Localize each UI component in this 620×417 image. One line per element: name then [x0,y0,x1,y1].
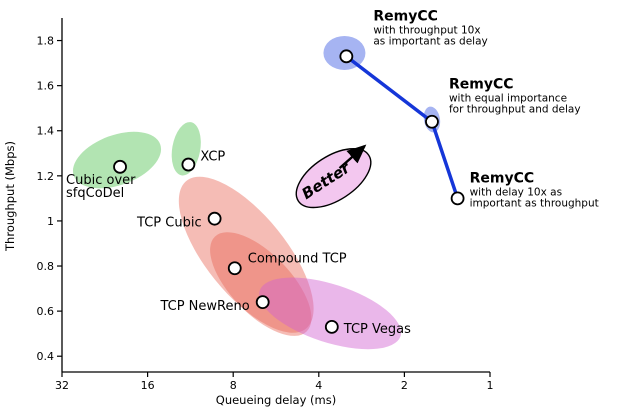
x-tick-label: 2 [401,379,408,392]
y-tick-label: 0.8 [37,260,55,273]
tcp-cubic-point [207,211,222,226]
compound-tcp-point [227,261,242,276]
y-tick-label: 0.4 [37,350,55,363]
x-tick-label: 8 [230,379,237,392]
tcp-vegas-label: TCP Vegas [343,322,411,337]
tcp-newreno-point [255,295,270,310]
cubic-over-sfqcodel-point [113,159,127,174]
y-tick-label: 0.6 [37,305,55,318]
xcp-point [181,157,196,172]
remycc-throughput-10x-point [339,49,354,64]
y-tick-label: 1.6 [37,80,55,93]
remycc-throughput-10x-label-line: as important as delay [373,35,487,47]
x-tick-label: 32 [55,379,69,392]
remycc-delay-10x-point [450,191,465,206]
data-points [113,49,465,334]
remycc-equal-point [425,114,439,129]
better-arrow [338,144,367,169]
remycc-delay-10x-label-line: important as throughput [470,197,599,209]
x-axis-label: Queueing delay (ms) [216,393,336,407]
xcp-label: XCP [200,150,225,165]
y-axis-label: Throughput (Mbps) [3,141,17,252]
y-tick-label: 1.8 [37,35,55,48]
y-tick-label: 1.4 [37,125,55,138]
remycc-delay-10x-label-line: with delay 10x as [470,186,562,198]
tcp-vegas-point [324,320,339,334]
y-tick-label: 1 [47,215,54,228]
remycc-throughput-10x-label-line: with throughput 10x [373,24,480,36]
remycc-delay-10x-title: RemyCC [470,170,535,186]
tcp-newreno-label: TCP NewReno [159,299,249,314]
remycc-equal-title: RemyCC [449,77,514,93]
axes: 32 16 8 4 2 1 0.4 0.6 0.8 1 1.2 1.4 1.6 1.8 [37,18,494,392]
y-tick-label: 1.2 [37,170,55,183]
tcp-newreno-region-ellipse [210,232,312,336]
cubic-over-sfqcodel-label: Cubic over [66,173,136,188]
cubic-sfqcodel-region-ellipse [72,131,162,189]
tcp-cubic-label: TCP Cubic [136,216,202,231]
x-tick-label: 4 [315,379,322,392]
cubic-over-sfqcodel-label: sfqCoDel [66,186,124,201]
better-annotation: Better [295,144,372,209]
remycc-throughput-10x-title: RemyCC [373,8,438,24]
compound-tcp-label: Compound TCP [248,251,347,266]
remycc-equal-label-line: for throughput and delay [449,104,581,116]
remycc-equal-label-line: with equal importance [449,93,567,105]
x-tick-label: 1 [487,379,494,392]
x-tick-label: 16 [141,379,155,392]
tcp-vegas-region-ellipse [259,277,402,350]
